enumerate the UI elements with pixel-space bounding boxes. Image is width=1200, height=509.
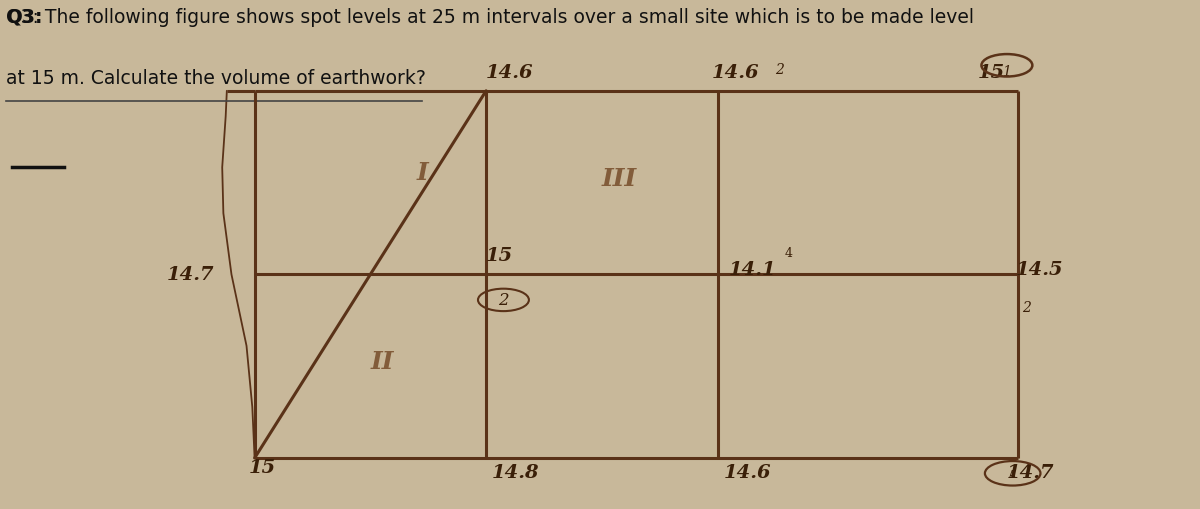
Text: 14.1: 14.1 xyxy=(730,261,776,279)
Text: 4: 4 xyxy=(785,247,793,260)
Text: 2: 2 xyxy=(775,63,785,76)
Text: 14.6: 14.6 xyxy=(486,64,534,81)
Text: 14.6: 14.6 xyxy=(712,64,760,81)
Text: 14.7: 14.7 xyxy=(167,266,214,284)
Text: 15: 15 xyxy=(486,247,514,265)
Text: A: A xyxy=(1009,469,1016,479)
Text: Q3:: Q3: xyxy=(6,8,42,26)
Text: II: II xyxy=(370,349,394,374)
Text: 14.5: 14.5 xyxy=(1016,261,1063,279)
Text: 14.7: 14.7 xyxy=(1007,463,1055,481)
Text: 14.6: 14.6 xyxy=(724,463,770,481)
Text: 15: 15 xyxy=(248,458,276,476)
Text: 2: 2 xyxy=(498,292,509,309)
Text: 1: 1 xyxy=(1002,65,1012,79)
Text: 2: 2 xyxy=(1022,300,1031,314)
Text: 14.8: 14.8 xyxy=(492,463,540,481)
Text: Q3: The following figure shows spot levels at 25 m intervals over a small site w: Q3: The following figure shows spot leve… xyxy=(6,8,973,26)
Text: 15: 15 xyxy=(978,64,1006,81)
Text: III: III xyxy=(601,166,637,190)
Text: I: I xyxy=(416,161,428,185)
Text: at 15 m. Calculate the volume of earthwork?: at 15 m. Calculate the volume of earthwo… xyxy=(6,69,426,88)
